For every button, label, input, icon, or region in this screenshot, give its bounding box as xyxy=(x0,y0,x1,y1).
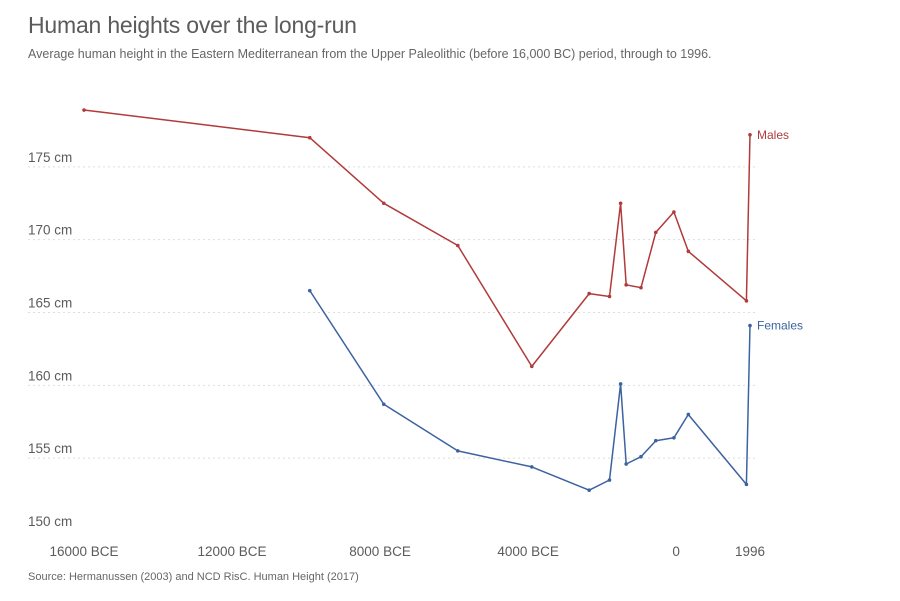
series-lines xyxy=(82,108,752,493)
chart-subtitle: Average human height in the Eastern Medi… xyxy=(28,47,712,61)
males-series-label: Males xyxy=(757,128,789,142)
females-data-point xyxy=(686,412,691,417)
grid-lines xyxy=(28,166,758,459)
males-data-point xyxy=(653,230,658,235)
males-data-point xyxy=(672,210,676,214)
females-data-point xyxy=(653,438,658,443)
x-axis-ticks: 16000 BCE 12000 BCE 8000 BCE 4000 BCE 0 1996 xyxy=(49,544,765,559)
y-tick-label: 150 cm xyxy=(28,514,72,529)
females-series-line xyxy=(309,290,751,491)
females-data-point xyxy=(455,449,460,453)
females-data-point xyxy=(607,478,612,482)
males-data-point xyxy=(455,243,460,248)
males-data-point xyxy=(381,201,386,206)
y-tick-label: 155 cm xyxy=(28,441,72,456)
males-data-point xyxy=(639,285,643,290)
x-tick-label: 16000 BCE xyxy=(49,544,118,559)
males-data-point xyxy=(307,135,312,140)
males-data-point xyxy=(587,291,591,296)
females-data-point xyxy=(744,482,749,487)
females-data-point xyxy=(639,454,643,459)
males-data-point xyxy=(686,249,691,254)
females-data-point xyxy=(307,288,312,293)
females-data-point xyxy=(672,435,676,440)
females-series-label: Females xyxy=(757,319,803,333)
y-tick-label: 160 cm xyxy=(28,368,72,383)
females-data-point xyxy=(529,465,534,469)
females-data-point xyxy=(381,402,386,407)
chart-title: Human heights over the long-run xyxy=(28,12,357,38)
x-tick-label: 0 xyxy=(672,544,680,559)
y-axis-ticks: 150 cm 155 cm 160 cm 165 cm 170 cm 175 cm xyxy=(28,150,72,529)
females-data-point xyxy=(587,488,591,493)
females-data-point xyxy=(748,323,752,328)
males-data-point xyxy=(744,299,749,303)
x-tick-label: 8000 BCE xyxy=(349,544,411,559)
females-data-point xyxy=(618,382,623,386)
chart-source: Source: Hermanussen (2003) and NCD RisC.… xyxy=(28,571,359,583)
y-tick-label: 165 cm xyxy=(28,296,72,311)
males-data-point xyxy=(529,364,534,369)
y-tick-label: 175 cm xyxy=(28,150,72,165)
males-series-line xyxy=(83,109,751,368)
males-data-point xyxy=(748,132,752,137)
x-tick-label: 1996 xyxy=(735,544,765,559)
males-data-point xyxy=(82,108,86,112)
x-tick-label: 12000 BCE xyxy=(198,544,267,559)
y-tick-label: 170 cm xyxy=(28,223,72,238)
females-data-point xyxy=(624,462,628,466)
males-data-point xyxy=(624,283,628,287)
series-labels: Males Females xyxy=(757,128,803,333)
x-tick-label: 4000 BCE xyxy=(497,544,559,559)
males-data-point xyxy=(607,294,612,299)
males-data-point xyxy=(618,201,623,206)
